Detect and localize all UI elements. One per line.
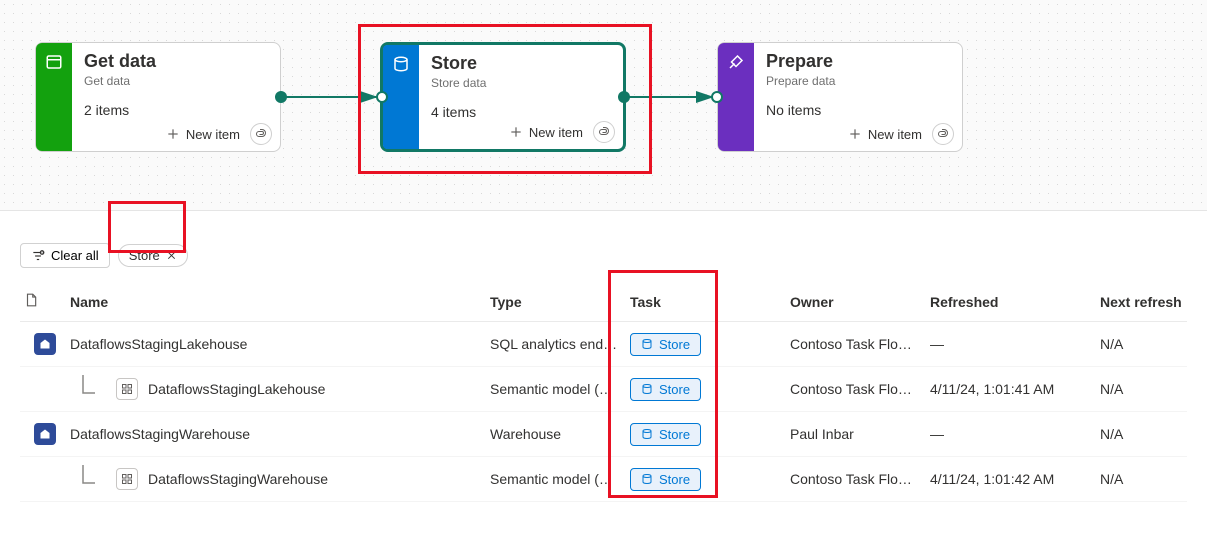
table-header: Name Type Task Owner Refreshed Next refr… — [20, 278, 1187, 322]
table-row[interactable]: DataflowsStagingLakehouse SQL analytics e… — [20, 322, 1187, 367]
row-refreshed: 4/11/24, 1:01:41 AM — [930, 381, 1100, 397]
row-name: DataflowsStagingLakehouse — [148, 381, 325, 397]
attach-icon — [255, 128, 267, 140]
row-next-refresh: N/A — [1100, 336, 1207, 352]
col-task[interactable]: Task — [630, 294, 790, 310]
task-chip[interactable]: Store — [630, 333, 701, 356]
task-chip-label: Store — [659, 382, 690, 397]
card-subtitle: Get data — [84, 74, 268, 88]
task-chip-label: Store — [659, 337, 690, 352]
plus-icon — [848, 127, 862, 141]
new-item-label: New item — [868, 127, 922, 142]
col-owner[interactable]: Owner — [790, 294, 930, 310]
row-refreshed: 4/11/24, 1:01:42 AM — [930, 471, 1100, 487]
row-refreshed: — — [930, 336, 1100, 352]
database-icon — [641, 428, 653, 440]
row-name: DataflowsStagingLakehouse — [70, 336, 247, 352]
input-port[interactable] — [376, 91, 388, 103]
taskflow-canvas[interactable]: Get data Get data 2 items New item Store — [0, 0, 1207, 210]
tree-elbow-icon — [70, 465, 106, 493]
card-title: Prepare — [766, 51, 950, 73]
task-card-get-data[interactable]: Get data Get data 2 items New item — [35, 42, 281, 152]
col-refreshed[interactable]: Refreshed — [930, 294, 1100, 310]
card-title: Store — [431, 53, 611, 75]
broom-icon — [727, 53, 745, 71]
lakehouse-icon — [34, 423, 56, 445]
output-port[interactable] — [275, 91, 287, 103]
database-icon — [641, 383, 653, 395]
semantic-model-icon — [116, 378, 138, 400]
task-chip[interactable]: Store — [630, 468, 701, 491]
input-port[interactable] — [711, 91, 723, 103]
card-stripe — [36, 43, 72, 151]
table-row[interactable]: DataflowsStagingWarehouse Warehouse Store… — [20, 412, 1187, 457]
row-next-refresh: N/A — [1100, 426, 1207, 442]
card-subtitle: Prepare data — [766, 74, 950, 88]
row-type: SQL analytics end… — [490, 336, 630, 352]
task-card-store[interactable]: Store Store data 4 items New item — [380, 42, 626, 152]
clear-all-label: Clear all — [51, 248, 99, 263]
filter-bar: Clear all Store — [0, 210, 1207, 278]
row-owner: Contoso Task Flo… — [790, 471, 930, 487]
row-type: Semantic model (… — [490, 381, 630, 397]
lakehouse-icon — [34, 333, 56, 355]
attach-button[interactable] — [932, 123, 954, 145]
new-item-label: New item — [186, 127, 240, 142]
close-icon[interactable] — [166, 250, 177, 261]
col-next-refresh[interactable]: Next refresh — [1100, 294, 1207, 310]
semantic-model-icon — [116, 468, 138, 490]
table-row[interactable]: DataflowsStagingLakehouse Semantic model … — [20, 367, 1187, 412]
plus-icon — [509, 125, 523, 139]
task-chip[interactable]: Store — [630, 378, 701, 401]
row-next-refresh: N/A — [1100, 471, 1207, 487]
attach-icon — [598, 126, 610, 138]
attach-icon — [937, 128, 949, 140]
document-icon — [24, 292, 38, 308]
card-count: No items — [766, 102, 950, 118]
plus-icon — [166, 127, 180, 141]
new-item-label: New item — [529, 125, 583, 140]
new-item-button[interactable]: New item — [160, 125, 246, 144]
row-name: DataflowsStagingWarehouse — [70, 426, 250, 442]
col-type[interactable]: Type — [490, 294, 630, 310]
chip-label: Store — [129, 248, 160, 263]
row-owner: Contoso Task Flo… — [790, 381, 930, 397]
database-icon — [392, 55, 410, 73]
database-icon — [641, 473, 653, 485]
row-next-refresh: N/A — [1100, 381, 1207, 397]
card-count: 2 items — [84, 102, 268, 118]
card-stripe — [383, 45, 419, 149]
task-chip-label: Store — [659, 427, 690, 442]
task-card-prepare[interactable]: Prepare Prepare data No items New item — [717, 42, 963, 152]
window-icon — [45, 53, 63, 71]
items-table: Name Type Task Owner Refreshed Next refr… — [0, 278, 1207, 542]
row-type: Warehouse — [490, 426, 630, 442]
new-item-button[interactable]: New item — [842, 125, 928, 144]
card-title: Get data — [84, 51, 268, 73]
attach-button[interactable] — [250, 123, 272, 145]
attach-button[interactable] — [593, 121, 615, 143]
task-chip-label: Store — [659, 472, 690, 487]
row-owner: Paul Inbar — [790, 426, 930, 442]
row-type: Semantic model (… — [490, 471, 630, 487]
new-item-button[interactable]: New item — [503, 123, 589, 142]
row-name: DataflowsStagingWarehouse — [148, 471, 328, 487]
output-port[interactable] — [618, 91, 630, 103]
table-row[interactable]: DataflowsStagingWarehouse Semantic model … — [20, 457, 1187, 502]
card-stripe — [718, 43, 754, 151]
card-subtitle: Store data — [431, 76, 611, 90]
row-owner: Contoso Task Flo… — [790, 336, 930, 352]
clear-all-button[interactable]: Clear all — [20, 243, 110, 268]
col-name[interactable]: Name — [70, 294, 490, 310]
row-refreshed: — — [930, 426, 1100, 442]
database-icon — [641, 338, 653, 350]
tree-elbow-icon — [70, 375, 106, 403]
task-chip[interactable]: Store — [630, 423, 701, 446]
filter-clear-icon — [31, 249, 45, 263]
filter-chip-store[interactable]: Store — [118, 244, 188, 267]
card-count: 4 items — [431, 104, 611, 120]
